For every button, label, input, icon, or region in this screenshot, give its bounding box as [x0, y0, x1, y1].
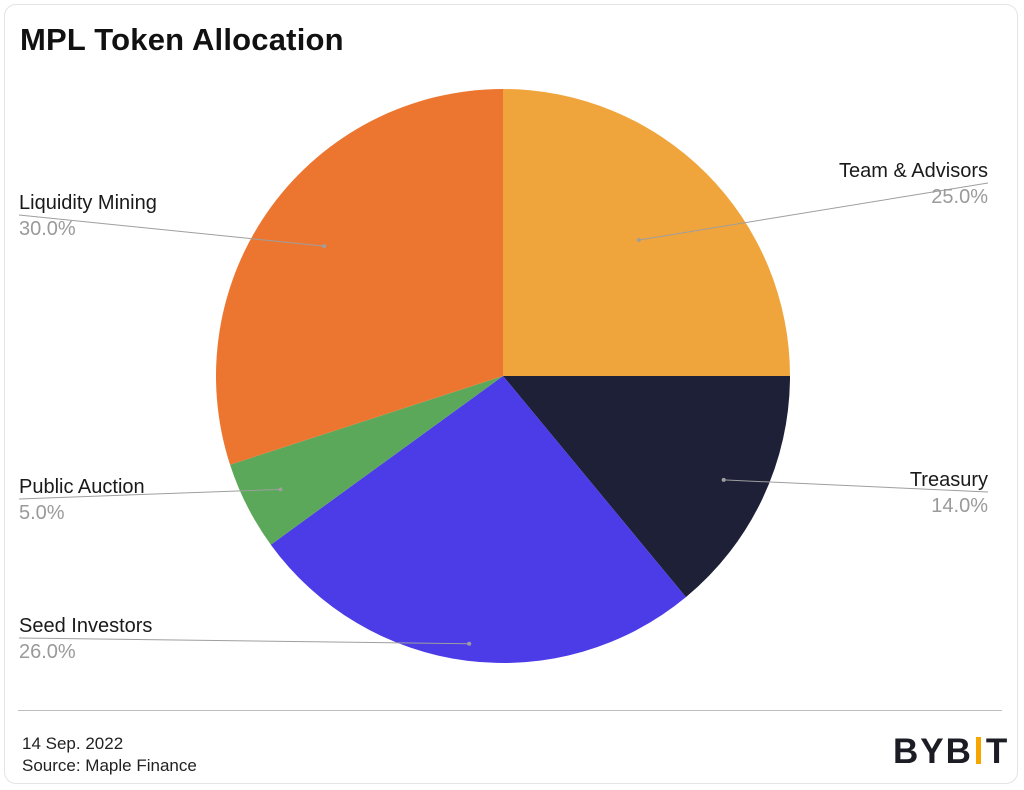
- slice-label-liquidity-mining: Liquidity Mining: [19, 192, 157, 214]
- leader-dot-seed-investors: [467, 641, 472, 646]
- bybit-logo: BYB T: [893, 732, 1009, 772]
- logo-text-left: BYB: [893, 732, 973, 771]
- leader-line-public-auction: [18, 488, 281, 500]
- footer-divider: [18, 710, 1002, 711]
- leader-line-liquidity-mining: [18, 214, 325, 247]
- leader-line-seed-investors: [18, 637, 470, 645]
- slice-value-liquidity-mining: 30.0%: [19, 218, 76, 240]
- pie-slice-treasury: [503, 376, 790, 598]
- leader-line-team-and-advisors: [638, 182, 989, 241]
- leader-dot-public-auction: [278, 487, 283, 492]
- logo-text-right: T: [985, 732, 1010, 771]
- slice-label-seed-investors: Seed Investors: [19, 615, 152, 637]
- slice-label-treasury: Treasury: [910, 469, 988, 491]
- leader-line-treasury: [723, 479, 989, 493]
- pie-slice-seed-investors: [270, 376, 686, 664]
- footer-source: Source: Maple Finance: [22, 756, 197, 775]
- chart-title: MPL Token Allocation: [20, 22, 344, 57]
- slice-value-team-and-advisors: 25.0%: [931, 186, 988, 208]
- slice-label-public-auction: Public Auction: [19, 476, 145, 498]
- pie-chart: Team & Advisors 25.0% Treasury 14.0% Seed In…: [18, 89, 989, 664]
- leader-dot-liquidity-mining: [322, 244, 327, 249]
- slice-value-public-auction: 5.0%: [19, 502, 65, 524]
- leader-dot-treasury: [721, 477, 726, 482]
- pie-slice-liquidity-mining: [216, 89, 503, 465]
- pie-slice-public-auction: [230, 376, 504, 545]
- slice-value-treasury: 14.0%: [931, 495, 988, 517]
- logo-accent-bar: [975, 736, 981, 764]
- slice-value-seed-investors: 26.0%: [19, 641, 76, 663]
- leader-dot-team-and-advisors: [637, 238, 641, 242]
- pie-slice-team-and-advisors: [503, 89, 790, 376]
- footer-date: 14 Sep. 2022: [22, 734, 124, 753]
- slice-labels: Team & Advisors 25.0% Treasury 14.0% Seed In…: [18, 160, 989, 663]
- slice-label-team-and-advisors: Team & Advisors: [839, 160, 988, 182]
